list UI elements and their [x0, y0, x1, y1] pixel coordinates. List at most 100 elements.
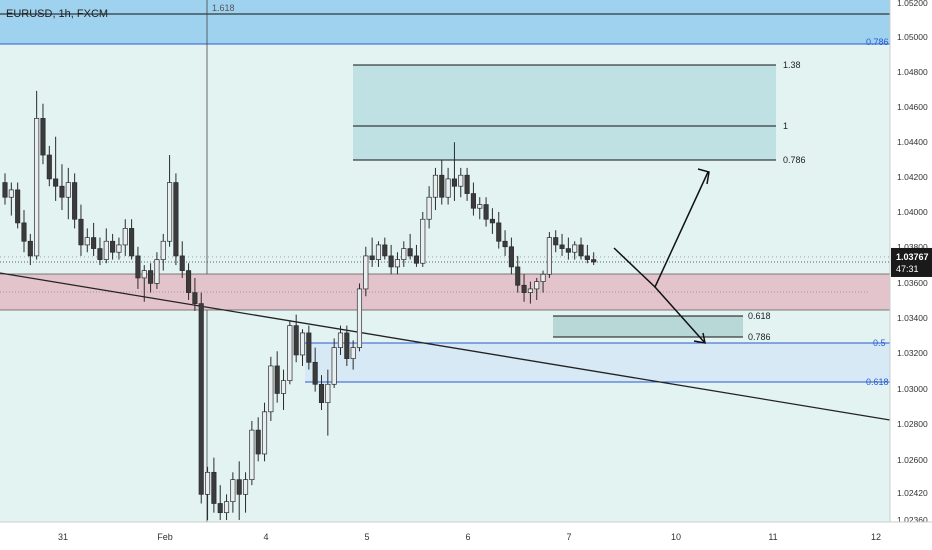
candle: [148, 263, 154, 293]
candle-body: [65, 182, 71, 198]
candle-body: [198, 303, 204, 495]
candle: [2, 173, 8, 205]
time-tick-label: 6: [465, 532, 470, 542]
candle-body: [483, 204, 489, 220]
upper-fib-label: 1: [783, 121, 788, 131]
candle: [439, 160, 445, 205]
time-tick-label: 10: [671, 532, 681, 542]
candle-body: [173, 182, 179, 257]
candle: [553, 230, 559, 253]
candle-body: [318, 383, 325, 403]
candle-body: [103, 240, 109, 260]
candle: [242, 472, 249, 513]
candle: [350, 340, 356, 370]
candle: [72, 173, 78, 229]
projection-path-down: [654, 286, 706, 344]
candle-body: [91, 237, 97, 249]
candle: [508, 237, 514, 275]
candle: [103, 228, 109, 264]
candle-body: [388, 255, 394, 268]
time-tick-label: 5: [364, 532, 369, 542]
candle: [306, 325, 312, 370]
candle-body: [122, 228, 128, 246]
time-tick-label: 4: [263, 532, 268, 542]
price-tick-label: 1.04200: [897, 172, 928, 182]
price-tick-label: 1.03200: [897, 348, 928, 358]
candle-body: [420, 218, 426, 264]
candle-body: [325, 383, 331, 403]
candle-body: [110, 240, 116, 253]
upper-fib-label: 0.786: [783, 155, 806, 165]
price-tick-label: 1.02360: [897, 515, 928, 525]
candle-body: [470, 193, 476, 209]
candle-body: [350, 347, 356, 359]
price-tick-label: 1.05200: [897, 0, 928, 8]
candle: [40, 103, 46, 165]
candle-body: [451, 178, 457, 187]
candle: [167, 155, 173, 247]
candle: [382, 237, 388, 260]
top-zone: [0, 0, 890, 44]
candle: [515, 255, 521, 293]
candle-body: [299, 332, 306, 356]
candle: [268, 356, 274, 421]
candle: [546, 232, 552, 278]
price-tick-label: 1.03000: [897, 384, 928, 394]
candle: [394, 252, 401, 275]
lower-fib-label: 0.618: [748, 311, 771, 321]
upper-fib-box: [353, 65, 776, 160]
candle: [464, 167, 470, 201]
candle-body: [97, 248, 103, 260]
candle: [591, 252, 597, 266]
candle-body: [236, 479, 242, 495]
candle: [445, 167, 451, 205]
arrow-head-down: [693, 332, 706, 344]
candle-body: [280, 380, 287, 394]
candle: [198, 292, 204, 504]
candle-body: [439, 174, 445, 198]
candle: [91, 222, 97, 256]
candle: [205, 466, 211, 520]
candle-body: [578, 244, 584, 257]
candle: [407, 233, 413, 260]
price-tick-label: 1.04800: [897, 67, 928, 77]
candle-body: [546, 237, 552, 275]
candle: [470, 182, 476, 216]
candle-body: [445, 178, 451, 198]
candle: [477, 197, 483, 220]
candle-body: [515, 266, 521, 286]
candle-body: [116, 244, 122, 253]
candle-body: [141, 270, 147, 279]
candle-body: [394, 259, 401, 268]
price-tick-label: 1.03800: [897, 242, 928, 252]
candle-body: [382, 244, 388, 257]
time-tick-label: 31: [58, 532, 68, 542]
candle-body: [407, 248, 413, 257]
candle: [312, 347, 318, 392]
candle: [261, 402, 268, 462]
candle: [53, 136, 59, 201]
candle-body: [521, 284, 527, 293]
candle: [186, 263, 192, 300]
candle-body: [502, 240, 508, 248]
candle: [483, 197, 489, 227]
candle: [363, 246, 369, 297]
candle: [141, 265, 147, 302]
candle-body: [534, 281, 540, 290]
candle: [356, 283, 363, 352]
candle: [173, 173, 179, 266]
candle-body: [179, 255, 185, 271]
candle-body: [255, 429, 261, 455]
price-tick-label: 1.03400: [897, 313, 928, 323]
price-tick-label: 1.05000: [897, 32, 928, 42]
candle: [299, 329, 306, 366]
candle-body: [160, 240, 166, 260]
candle-body: [268, 365, 274, 413]
candle: [274, 351, 280, 403]
candle-body: [34, 118, 40, 257]
candle-body: [148, 270, 154, 284]
candle: [325, 369, 331, 436]
candle: [224, 494, 230, 520]
